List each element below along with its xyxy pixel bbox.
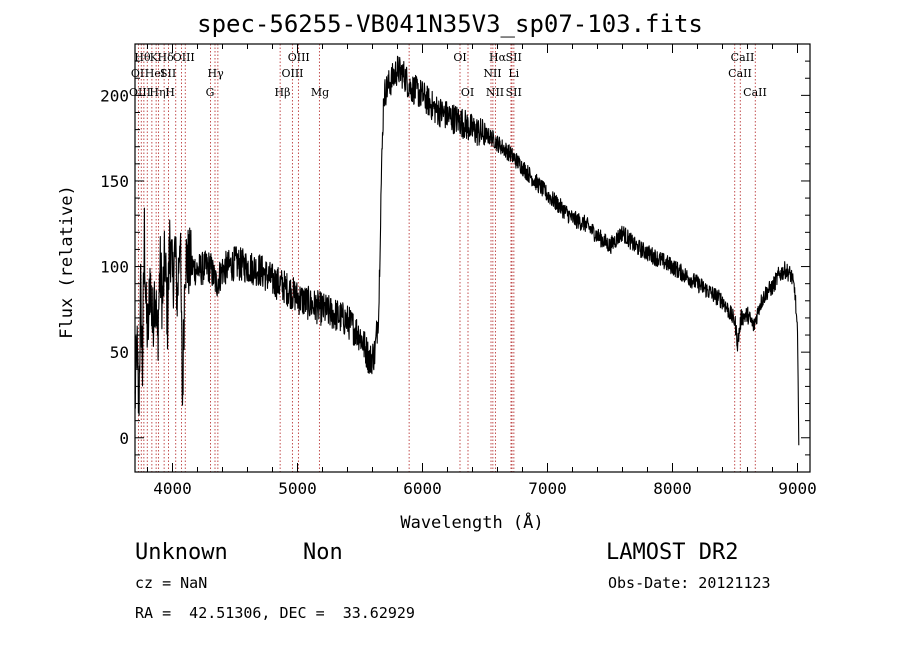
redshift-cz: cz = NaN	[135, 574, 208, 592]
y-tick-label-100: 100	[100, 258, 129, 277]
line-label-3: OIII	[173, 51, 195, 64]
survey-name: LAMOST DR2	[606, 540, 739, 565]
line-label-15: Li	[508, 67, 519, 80]
line-label-11: SII	[160, 67, 176, 80]
line-label-6: Hα	[489, 51, 507, 64]
line-label-26: CaII	[743, 86, 767, 99]
line-label-0: Hθ	[134, 51, 151, 64]
plot-axes	[134, 43, 811, 473]
y-tick-label-50: 50	[110, 343, 129, 362]
line-label-22: Mg	[311, 86, 329, 99]
y-axis-label: Flux (relative)	[57, 185, 77, 339]
line-label-10: HeI	[145, 67, 165, 80]
x-tick-label-9000: 9000	[778, 479, 817, 498]
line-label-23: OI	[461, 86, 474, 99]
line-label-24: NII	[486, 86, 504, 99]
y-tick-label-0: 0	[119, 429, 129, 448]
y-tick-label-150: 150	[100, 172, 129, 191]
x-tick-label-5000: 5000	[278, 479, 317, 498]
line-label-1: K	[150, 51, 159, 64]
line-label-7: SII	[506, 51, 522, 64]
line-label-17: OIII	[129, 86, 151, 99]
spectrum-series	[134, 55, 800, 446]
chart-title: spec-56255-VB041N35V3_sp07-103.fits	[197, 10, 703, 38]
line-label-16: CaII	[728, 67, 752, 80]
y-tick-label-200: 200	[100, 86, 129, 105]
line-label-19: H	[165, 86, 175, 99]
line-label-12: Hγ	[208, 67, 225, 80]
line-label-20: G	[206, 86, 215, 99]
object-class: Unknown	[135, 540, 228, 565]
object-subclass: Non	[303, 540, 343, 565]
x-tick-label-7000: 7000	[528, 479, 567, 498]
observation-date: Obs-Date: 20121123	[608, 574, 771, 592]
line-label-25: SII	[506, 86, 522, 99]
line-label-9: OI	[131, 67, 144, 80]
x-axis-label: Wavelength (Å)	[400, 511, 543, 533]
x-tick-label-6000: 6000	[403, 479, 442, 498]
tick-labels: 4000 5000 6000 7000 8000 9000 0 50 100 150 200	[100, 86, 817, 498]
line-label-8: CaII	[731, 51, 755, 64]
spectrum-line	[134, 55, 800, 446]
x-tick-label-4000: 4000	[153, 479, 192, 498]
line-label-2: Hδ	[158, 51, 175, 64]
ra-dec-coordinates: RA = 42.51306, DEC = 33.62929	[135, 604, 415, 622]
line-label-4: OIII	[288, 51, 310, 64]
line-label-21: Hβ	[275, 86, 291, 99]
line-label-5: OI	[453, 51, 466, 64]
line-label-14: NII	[483, 67, 501, 80]
x-tick-label-8000: 8000	[653, 479, 692, 498]
line-label-13: OIII	[281, 67, 303, 80]
line-label-18: Hη	[149, 86, 165, 99]
